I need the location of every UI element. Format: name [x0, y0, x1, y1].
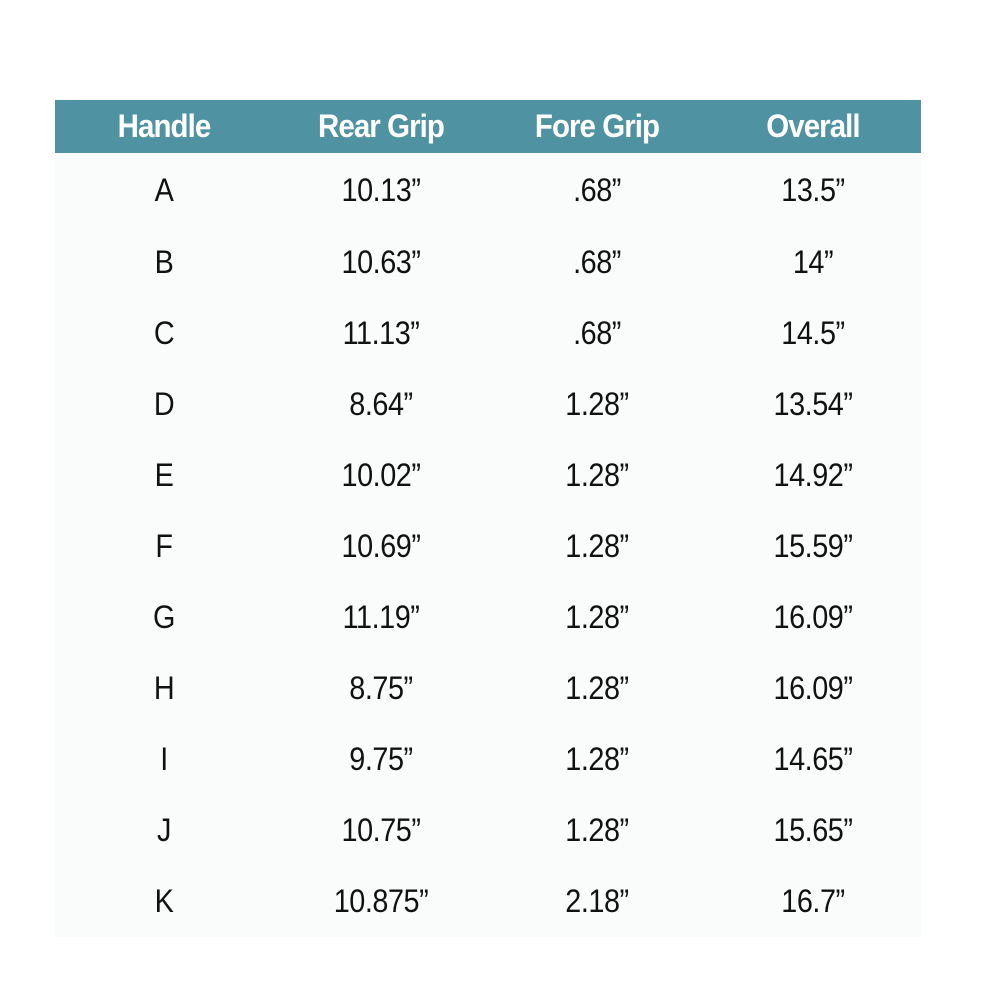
header-fore-grip: Fore Grip: [534, 108, 660, 144]
table-row: A 10.13” .68” 13.5”: [55, 153, 921, 227]
cell-handle: K: [154, 883, 174, 919]
cell-handle: J: [157, 812, 171, 848]
table-body: A 10.13” .68” 13.5” B 10.63” .68” 14” C 11.13” .68…: [55, 153, 921, 937]
cell-fore-grip: 1.28”: [565, 386, 629, 422]
cell-rear-grip: 10.13”: [341, 171, 421, 208]
table-row: G 11.19” 1.28” 16.09”: [55, 582, 921, 653]
cell-fore-grip: 1.28”: [565, 457, 629, 493]
cell-overall: 13.54”: [773, 386, 853, 422]
cell-overall: 16.09”: [773, 670, 853, 706]
cell-rear-grip: 8.64”: [349, 386, 413, 422]
cell-handle: C: [153, 315, 175, 351]
table-row: J 10.75” 1.28” 15.65”: [55, 795, 921, 866]
cell-overall: 14.65”: [773, 741, 853, 777]
cell-rear-grip: 11.13”: [342, 315, 420, 351]
header-handle: Handle: [117, 108, 212, 144]
handle-dimensions-table: Handle Rear Grip Fore Grip Overall A 10.1…: [55, 100, 921, 937]
table-header-row: Handle Rear Grip Fore Grip Overall: [55, 100, 921, 153]
cell-overall: 14”: [792, 244, 834, 280]
table-row: E 10.02” 1.28” 14.92”: [55, 440, 921, 511]
cell-fore-grip: 1.28”: [565, 670, 629, 706]
cell-handle: I: [160, 741, 168, 777]
cell-rear-grip: 9.75”: [349, 741, 413, 777]
cell-fore-grip: .68”: [573, 244, 621, 280]
cell-overall: 13.5”: [781, 171, 845, 208]
cell-rear-grip: 10.875”: [333, 883, 429, 919]
header-overall: Overall: [766, 108, 860, 144]
table-row: C 11.13” .68” 14.5”: [55, 298, 921, 369]
cell-overall: 16.7”: [781, 883, 845, 919]
table-row: I 9.75” 1.28” 14.65”: [55, 724, 921, 795]
cell-handle: F: [155, 528, 173, 564]
cell-rear-grip: 11.19”: [342, 599, 420, 635]
cell-rear-grip: 8.75”: [349, 670, 413, 706]
cell-rear-grip: 10.63”: [341, 244, 421, 280]
cell-overall: 14.5”: [781, 315, 845, 351]
cell-fore-grip: 1.28”: [565, 741, 629, 777]
table-row: D 8.64” 1.28” 13.54”: [55, 369, 921, 440]
cell-handle: D: [153, 386, 175, 422]
cell-fore-grip: 2.18”: [565, 883, 629, 919]
cell-rear-grip: 10.02”: [341, 457, 421, 493]
cell-fore-grip: .68”: [573, 315, 621, 351]
header-rear-grip: Rear Grip: [318, 108, 445, 144]
cell-rear-grip: 10.75”: [341, 812, 421, 848]
cell-fore-grip: 1.28”: [565, 812, 629, 848]
cell-handle: H: [153, 670, 175, 706]
cell-overall: 14.92”: [773, 457, 853, 493]
cell-overall: 15.65”: [773, 812, 853, 848]
cell-fore-grip: 1.28”: [565, 528, 629, 564]
cell-rear-grip: 10.69”: [341, 528, 421, 564]
cell-handle: A: [154, 171, 174, 208]
cell-handle: G: [153, 599, 175, 635]
table-row: K 10.875” 2.18” 16.7”: [55, 866, 921, 937]
table-row: H 8.75” 1.28” 16.09”: [55, 653, 921, 724]
cell-overall: 15.59”: [773, 528, 853, 564]
cell-fore-grip: .68”: [573, 171, 621, 208]
cell-overall: 16.09”: [773, 599, 853, 635]
cell-handle: B: [154, 244, 174, 280]
cell-fore-grip: 1.28”: [565, 599, 629, 635]
cell-handle: E: [154, 457, 174, 493]
table-row: F 10.69” 1.28” 15.59”: [55, 511, 921, 582]
table-row: B 10.63” .68” 14”: [55, 227, 921, 298]
